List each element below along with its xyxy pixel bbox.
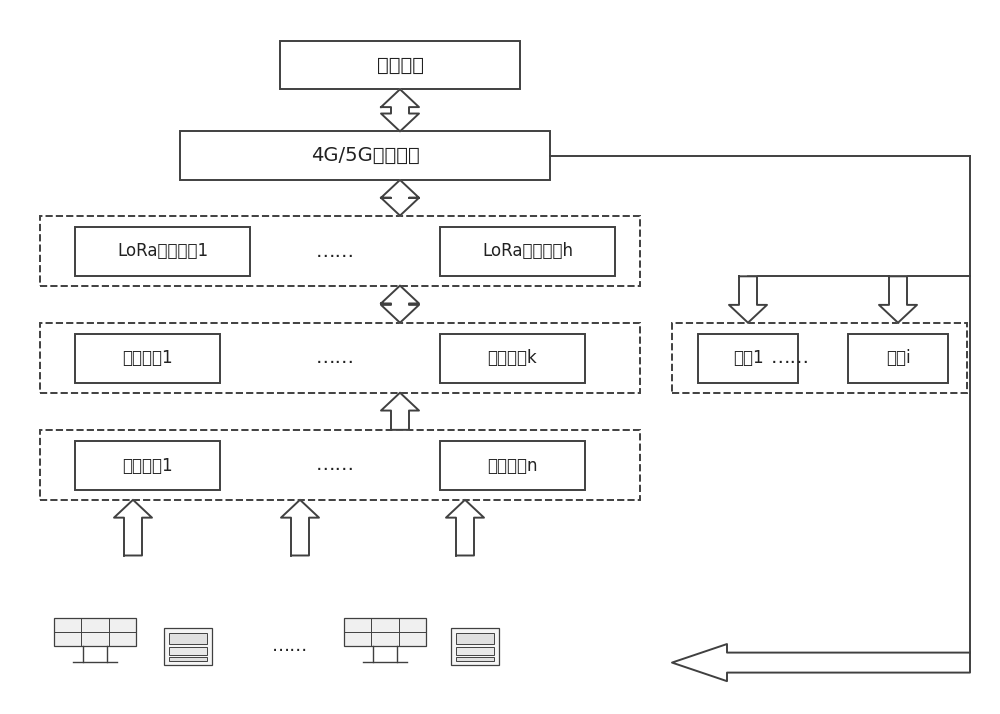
Bar: [456, 633, 494, 644]
Bar: [169, 648, 207, 655]
Text: 控制i: 控制i: [886, 349, 910, 368]
Bar: [456, 657, 494, 661]
Text: LoRa无线通讯h: LoRa无线通讯h: [482, 242, 573, 261]
Text: ……: ……: [316, 456, 354, 474]
Bar: [169, 633, 207, 644]
Polygon shape: [114, 500, 152, 555]
Text: 边端计算1: 边端计算1: [122, 349, 173, 368]
Bar: [344, 618, 426, 646]
Bar: [440, 227, 615, 276]
Bar: [164, 628, 212, 665]
Text: 云端计算: 云端计算: [376, 56, 424, 74]
Text: ……: ……: [316, 242, 354, 261]
Polygon shape: [281, 500, 319, 555]
Bar: [451, 628, 499, 665]
Text: LoRa无线通讯1: LoRa无线通讯1: [117, 242, 208, 261]
Polygon shape: [729, 276, 767, 323]
Text: 控制1: 控制1: [733, 349, 763, 368]
Bar: [440, 441, 585, 490]
Text: 边端计算k: 边端计算k: [488, 349, 537, 368]
Polygon shape: [381, 89, 419, 131]
Bar: [40, 430, 640, 500]
Bar: [75, 334, 220, 383]
Text: 4G/5G数据传输: 4G/5G数据传输: [311, 146, 419, 165]
Bar: [75, 227, 250, 276]
Polygon shape: [381, 393, 419, 430]
Polygon shape: [672, 644, 970, 681]
Bar: [672, 323, 967, 393]
Bar: [698, 334, 798, 383]
Text: 数据监测n: 数据监测n: [487, 456, 538, 475]
Bar: [456, 648, 494, 655]
Bar: [440, 334, 585, 383]
Bar: [40, 216, 640, 286]
Polygon shape: [381, 286, 419, 323]
Polygon shape: [879, 276, 917, 323]
Text: ……: ……: [316, 348, 354, 367]
Bar: [75, 441, 220, 490]
Bar: [180, 131, 550, 180]
Bar: [848, 334, 948, 383]
Bar: [54, 618, 136, 646]
Polygon shape: [381, 180, 419, 216]
Text: ……: ……: [272, 637, 308, 655]
Bar: [280, 41, 520, 89]
Text: 数据监测1: 数据监测1: [122, 456, 173, 475]
Polygon shape: [446, 500, 484, 555]
Text: ……: ……: [770, 348, 810, 367]
Bar: [169, 657, 207, 661]
Bar: [40, 323, 640, 393]
